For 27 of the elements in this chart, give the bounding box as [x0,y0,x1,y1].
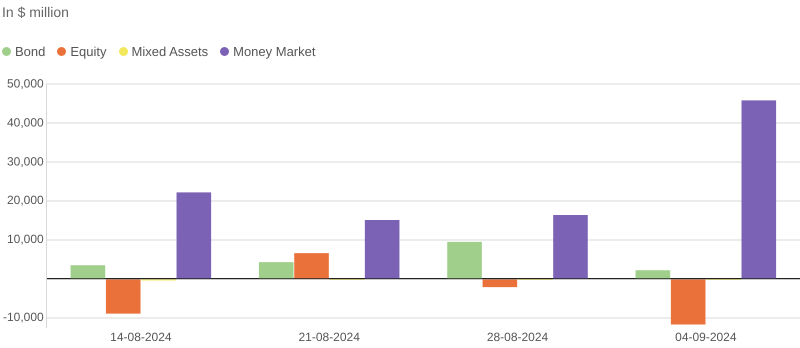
y-tick-label: 10,000 [6,232,44,246]
y-tick-label: 30,000 [6,154,44,168]
bar [482,280,518,288]
bar [294,253,329,278]
bar [447,242,482,278]
bar [258,262,294,278]
legend-label: Money Market [232,44,316,59]
bar [70,265,106,278]
bar [742,100,776,278]
bar [176,192,212,278]
legend-label: Equity [69,44,107,59]
bar [364,220,400,278]
y-tick-label: 40,000 [6,115,44,130]
chart-subtitle: In $ million [2,4,69,20]
legend-label: Bond [14,44,46,59]
legend-label: Mixed Assets [130,44,208,59]
bar [636,270,670,278]
x-tick-label: 14-08-2024 [110,330,172,344]
bar [106,280,141,314]
x-tick-label: 28-08-2024 [486,330,549,344]
bar [553,214,588,278]
x-tick-label: 21-08-2024 [298,330,360,344]
x-tick-label: 04-09-2024 [675,330,737,344]
y-tick-label: 20,000 [6,193,44,208]
bar [670,280,706,324]
y-tick-label: -10,000 [2,310,44,324]
y-tick-label: 50,000 [6,76,44,90]
